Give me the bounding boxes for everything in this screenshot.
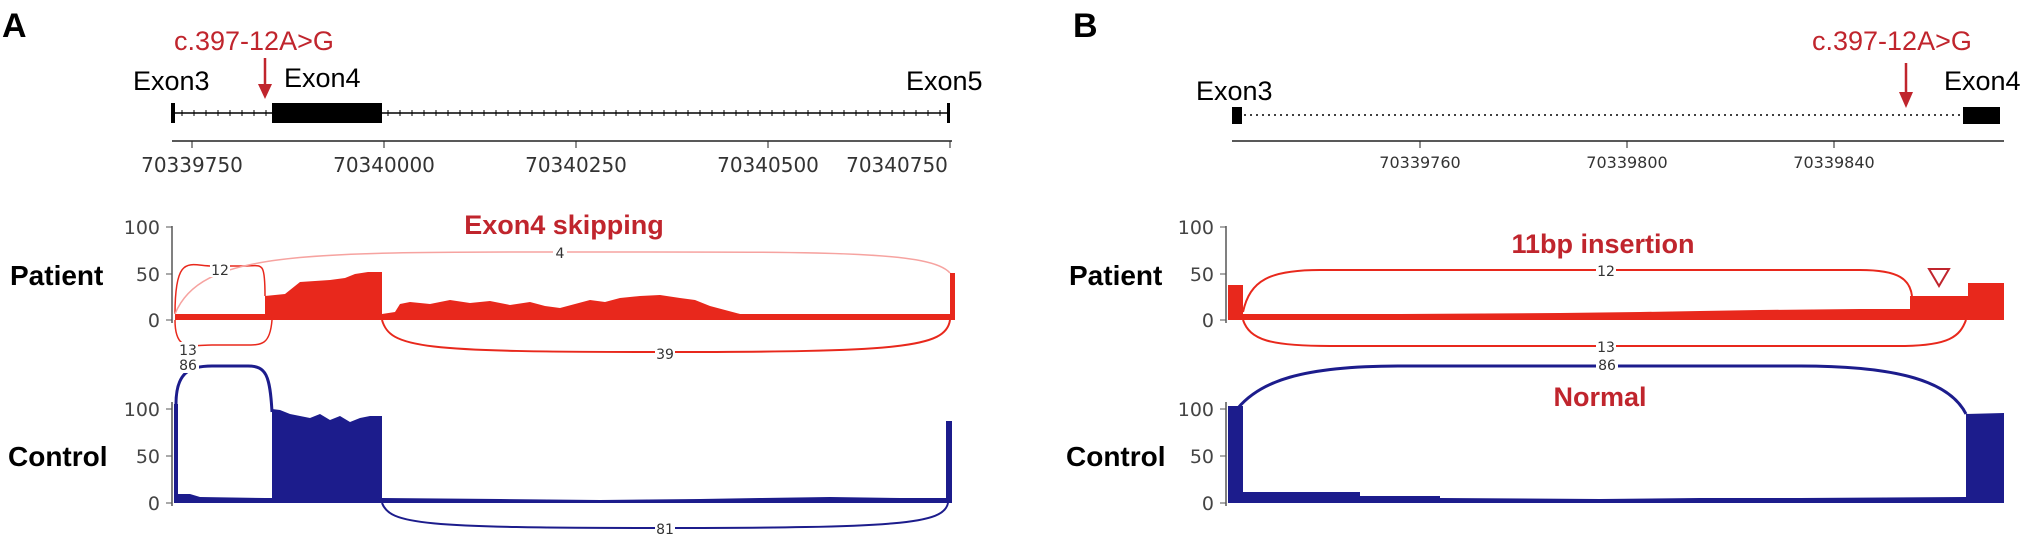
track-patient-a: Patient 100 50 0 12 4 bbox=[10, 210, 955, 363]
panel-letter-a: A bbox=[2, 7, 27, 45]
panel-letter-b: B bbox=[1073, 7, 1098, 45]
y-tick-label: 100 bbox=[1178, 217, 1214, 239]
panel-b: B c.397-12A>G Exon3 Exon4 70339760 70339… bbox=[1066, 7, 2021, 515]
annotation-normal: Normal bbox=[1553, 382, 1646, 412]
axis-tick-label: 70339750 bbox=[141, 153, 243, 177]
junction-count: 39 bbox=[655, 346, 675, 363]
track-label-control-a: Control bbox=[8, 441, 108, 472]
intron-ticks-a bbox=[181, 110, 941, 116]
variant-label-a: c.397-12A>G bbox=[174, 26, 334, 56]
junction-count: 81 bbox=[655, 522, 675, 536]
svg-text:86: 86 bbox=[1598, 358, 1616, 374]
exon4-block-b bbox=[1963, 107, 2000, 124]
coverage-area-patient-b bbox=[1228, 283, 2004, 320]
track-control-a: Control 100 50 0 86 81 bbox=[8, 358, 952, 536]
axis-tick-label: 70340500 bbox=[717, 153, 819, 177]
junction-count: 86 bbox=[177, 358, 199, 374]
exon4-block-a bbox=[272, 103, 382, 123]
y-axis-patient-b: 100 50 0 bbox=[1178, 217, 1227, 332]
svg-text:12: 12 bbox=[211, 263, 229, 279]
y-tick-label: 0 bbox=[148, 493, 160, 515]
variant-label-b: c.397-12A>G bbox=[1812, 26, 1972, 56]
y-tick-label: 50 bbox=[1190, 446, 1214, 468]
junction-arc bbox=[174, 319, 273, 347]
svg-text:39: 39 bbox=[656, 347, 674, 363]
gene-model-a: c.397-12A>G Exon3 Exon4 Exon5 bbox=[133, 26, 983, 123]
track-label-patient-a: Patient bbox=[10, 260, 103, 291]
exon-label-exon4-a: Exon4 bbox=[284, 63, 361, 93]
axis-tick-label: 70340000 bbox=[333, 153, 435, 177]
y-axis-control-a: 100 50 0 bbox=[124, 399, 173, 515]
axis-tick-label: 70339840 bbox=[1793, 153, 1874, 172]
variant-arrow-b bbox=[1899, 63, 1913, 108]
coverage-texture-patient-a bbox=[395, 295, 740, 314]
svg-text:86: 86 bbox=[179, 358, 197, 374]
exon3-block-b bbox=[1232, 107, 1242, 124]
svg-text:13: 13 bbox=[179, 343, 197, 359]
gene-model-b: c.397-12A>G Exon3 Exon4 bbox=[1196, 26, 2021, 124]
coverage-area-patient-a bbox=[175, 272, 955, 320]
y-tick-label: 50 bbox=[136, 264, 160, 286]
svg-text:81: 81 bbox=[656, 522, 674, 536]
junction-arc bbox=[1242, 319, 1967, 347]
track-patient-b: Patient 100 50 0 12 13 11bp in bbox=[1069, 217, 2004, 356]
junction-count: 13 bbox=[178, 342, 198, 359]
annotation-exon4-skipping: Exon4 skipping bbox=[464, 210, 664, 240]
axis-tick-label: 70339760 bbox=[1379, 153, 1460, 172]
svg-text:4: 4 bbox=[556, 246, 565, 262]
exon3-block-a bbox=[171, 103, 175, 123]
variant-arrow-a bbox=[258, 58, 272, 99]
y-tick-label: 0 bbox=[1202, 493, 1214, 515]
y-axis-patient-a: 100 50 0 bbox=[124, 217, 173, 332]
exon-label-exon5-a: Exon5 bbox=[906, 66, 983, 96]
y-tick-label: 0 bbox=[1202, 310, 1214, 332]
junction-arc bbox=[174, 364, 274, 413]
axis-tick-label: 70340750 bbox=[846, 153, 948, 177]
y-tick-label: 100 bbox=[124, 217, 160, 239]
junction-count: 86 bbox=[1596, 358, 1618, 374]
track-label-control-b: Control bbox=[1066, 441, 1166, 472]
y-tick-label: 50 bbox=[1190, 264, 1214, 286]
exon-label-exon3-b: Exon3 bbox=[1196, 76, 1273, 106]
genomic-axis-a: 70339750 70340000 70340250 70340500 7034… bbox=[141, 140, 952, 177]
axis-tick-label: 70340250 bbox=[525, 153, 627, 177]
y-tick-label: 100 bbox=[124, 399, 160, 421]
junction-count: 13 bbox=[1596, 340, 1616, 356]
coverage-area-control-a bbox=[174, 404, 952, 503]
track-label-patient-b: Patient bbox=[1069, 260, 1162, 291]
svg-text:13: 13 bbox=[1597, 340, 1615, 356]
exon5-block-a bbox=[947, 103, 950, 123]
coverage-area-control-b bbox=[1228, 406, 2004, 503]
axis-tick-label: 70339800 bbox=[1586, 153, 1667, 172]
y-tick-label: 0 bbox=[148, 310, 160, 332]
junction-arc bbox=[1242, 269, 1913, 313]
exon-label-exon3-a: Exon3 bbox=[133, 66, 210, 96]
panel-a: A c.397-12A>G Exon3 Exon4 Exon5 70 bbox=[2, 7, 983, 536]
annotation-11bp-insertion: 11bp insertion bbox=[1511, 229, 1694, 259]
junction-count: 12 bbox=[210, 262, 230, 279]
exon-label-exon4-b: Exon4 bbox=[1944, 66, 2021, 96]
svg-text:12: 12 bbox=[1597, 264, 1615, 280]
insertion-triangle-marker bbox=[1927, 268, 1951, 288]
y-tick-label: 50 bbox=[136, 446, 160, 468]
y-tick-label: 100 bbox=[1178, 399, 1214, 421]
junction-count: 4 bbox=[553, 245, 567, 262]
y-axis-control-b: 100 50 0 bbox=[1178, 399, 1227, 515]
track-control-b: Control 100 50 0 86 Normal bbox=[1066, 358, 2004, 515]
genomic-axis-b: 70339760 70339800 70339840 bbox=[1232, 140, 2004, 172]
junction-count: 12 bbox=[1596, 264, 1616, 280]
